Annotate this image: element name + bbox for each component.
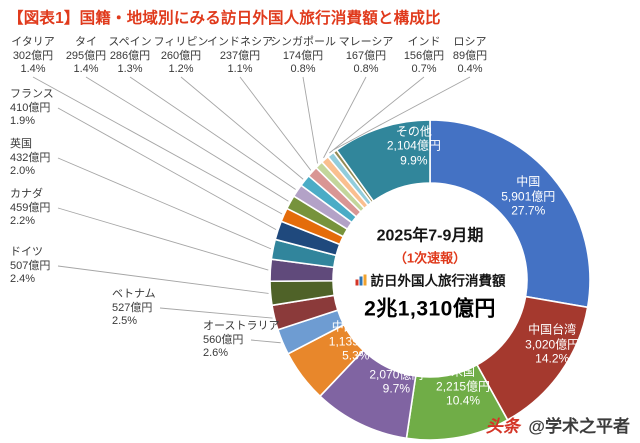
watermark: 头条 @学术之平者 [486,412,630,437]
leader-line [250,339,281,344]
leader-line [323,76,367,159]
pie-slice [429,119,591,309]
toutiao-logo: 头条 [485,417,520,436]
leader-line [239,76,312,171]
leader-line [333,76,471,150]
center-label-row: 訪日外国人旅行消費額 [355,270,506,290]
leader-line [57,265,269,294]
watermark-handle: @学术之平者 [528,417,630,436]
leader-line [57,107,277,231]
leader-line [302,76,318,164]
leader-line [180,76,304,180]
leader-line [159,307,273,319]
center-period: 2025年7-9月期 [376,227,484,245]
pie-slice [335,119,431,202]
leader-line [129,76,296,190]
leader-line [57,207,269,271]
leader-line [32,76,283,215]
center-note: （1次速報） [393,250,467,266]
center-label: 訪日外国人旅行消費額 [370,273,506,289]
center-total: 2兆1,310億円 [364,297,496,321]
leader-line [85,76,289,202]
figure-title: 【図表1】国籍・地域別にみる訪日外国人旅行消費額と構成比 [8,10,441,27]
leader-line [329,76,425,154]
chart-center-summary: 2025年7-9月期 （1次速報） 訪日外国人旅行消費額 2兆1,310億円 [355,222,506,323]
leader-line [57,157,272,250]
bar-chart-icon [355,273,368,286]
